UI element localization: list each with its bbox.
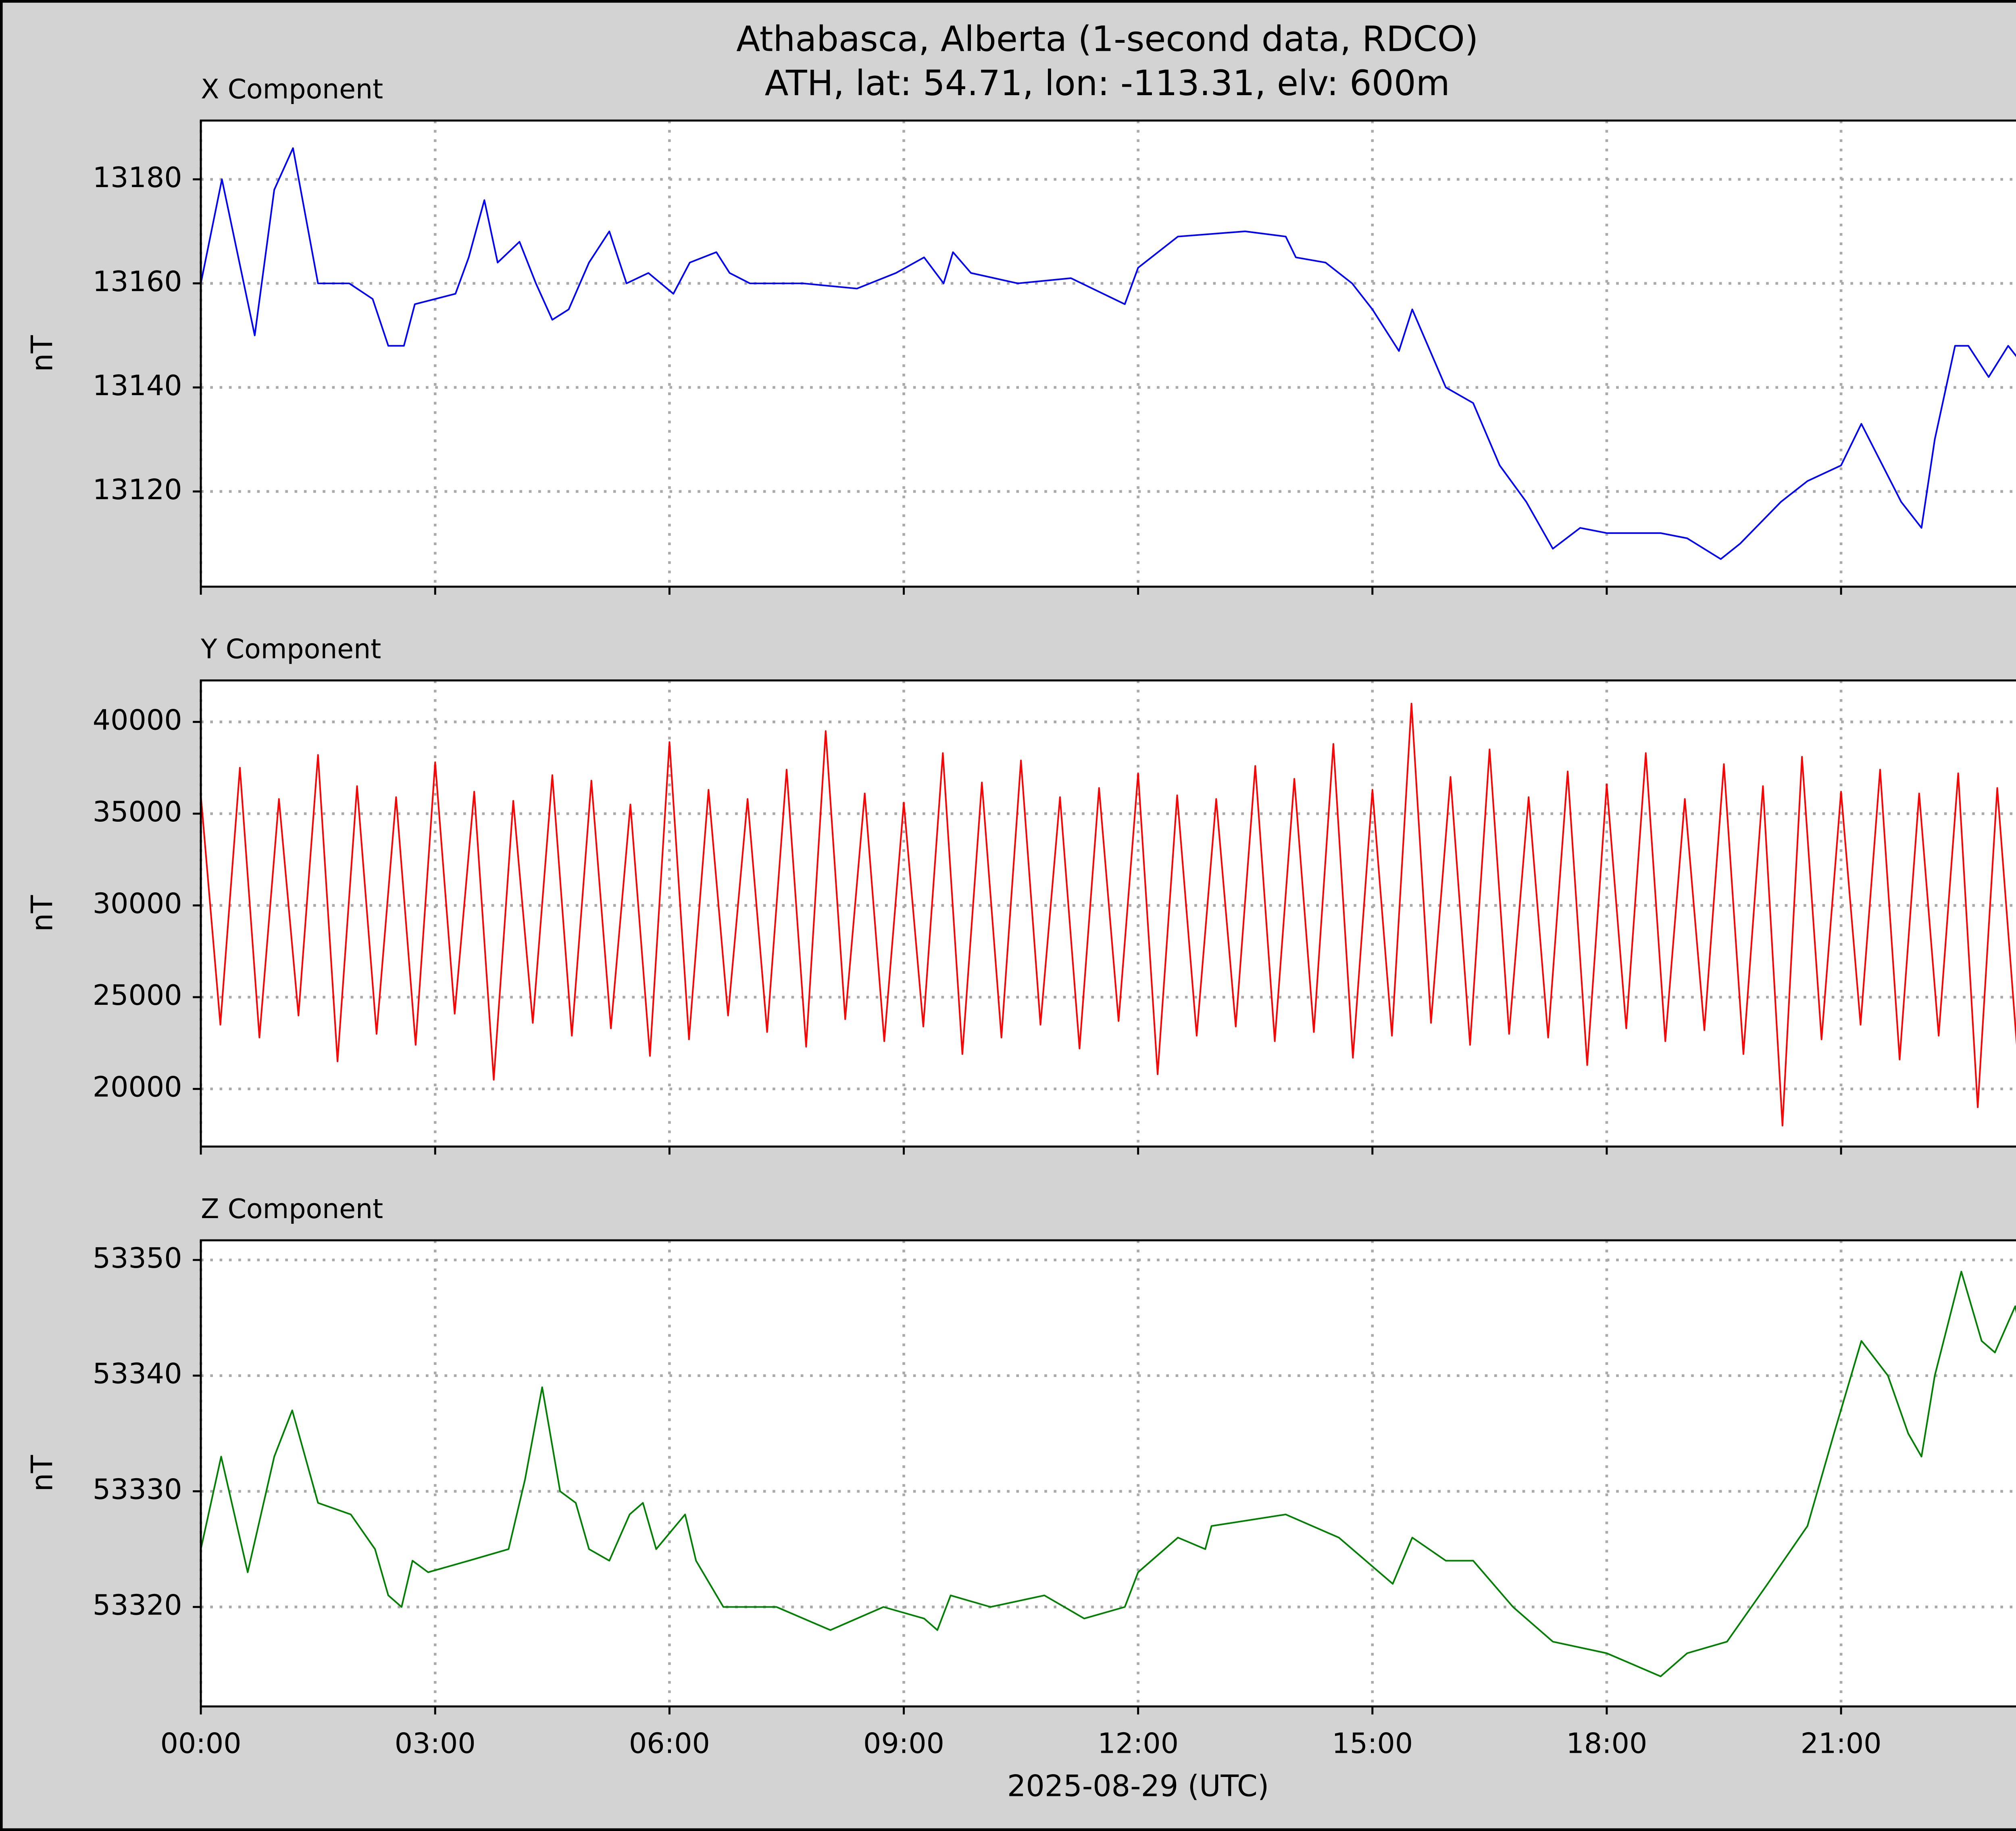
y-axis-label: nT xyxy=(25,335,60,372)
figure-title: Athabasca, Alberta (1-second data, RDCO) xyxy=(736,19,1478,59)
y-tick-label: 20000 xyxy=(93,1071,182,1104)
plot-area xyxy=(201,1240,2016,1707)
y-tick-label: 53350 xyxy=(93,1242,182,1275)
plot-frame xyxy=(200,679,2016,1148)
x-tick-label: 18:00 xyxy=(1566,1727,1647,1760)
y-tick-label: 30000 xyxy=(93,887,182,920)
x-tick-label: 09:00 xyxy=(863,1727,944,1760)
x-tick-label: 00:00 xyxy=(160,1727,242,1760)
data-line xyxy=(201,1271,2016,1677)
figure-subtitle: ATH, lat: 54.71, lon: -113.31, elv: 600m xyxy=(765,63,1450,104)
y-tick-label: 53320 xyxy=(93,1589,182,1621)
x-tick-label: 12:00 xyxy=(1098,1727,1179,1760)
y-tick-label: 25000 xyxy=(93,979,182,1012)
panel-title: X Component xyxy=(201,73,383,105)
y-tick-label: 13120 xyxy=(93,473,182,506)
data-line xyxy=(201,147,2016,560)
y-tick-label: 13180 xyxy=(93,161,182,194)
plot-frame xyxy=(200,1239,2016,1708)
panel-title: Z Component xyxy=(201,1193,383,1225)
x-tick-label: 15:00 xyxy=(1332,1727,1413,1760)
y-tick-label: 53330 xyxy=(93,1473,182,1506)
y-axis-label: nT xyxy=(25,1455,60,1491)
data-line xyxy=(201,702,2016,1127)
y-tick-label: 13160 xyxy=(93,265,182,298)
y-axis-label: nT xyxy=(25,895,60,932)
y-tick-label: 35000 xyxy=(93,796,182,828)
x-tick-label: 03:00 xyxy=(395,1727,476,1760)
x-tick-label: 06:00 xyxy=(629,1727,710,1760)
x-axis-label: 2025-08-29 (UTC) xyxy=(1007,1769,1269,1804)
panel-title: Y Component xyxy=(200,633,381,664)
plot-area xyxy=(201,120,2016,587)
y-tick-label: 53340 xyxy=(93,1358,182,1390)
plot-area xyxy=(201,680,2016,1147)
plot-frame xyxy=(200,119,2016,588)
x-tick-label: 21:00 xyxy=(1801,1727,1882,1760)
y-tick-label: 40000 xyxy=(93,704,182,736)
y-tick-label: 13140 xyxy=(93,369,182,402)
